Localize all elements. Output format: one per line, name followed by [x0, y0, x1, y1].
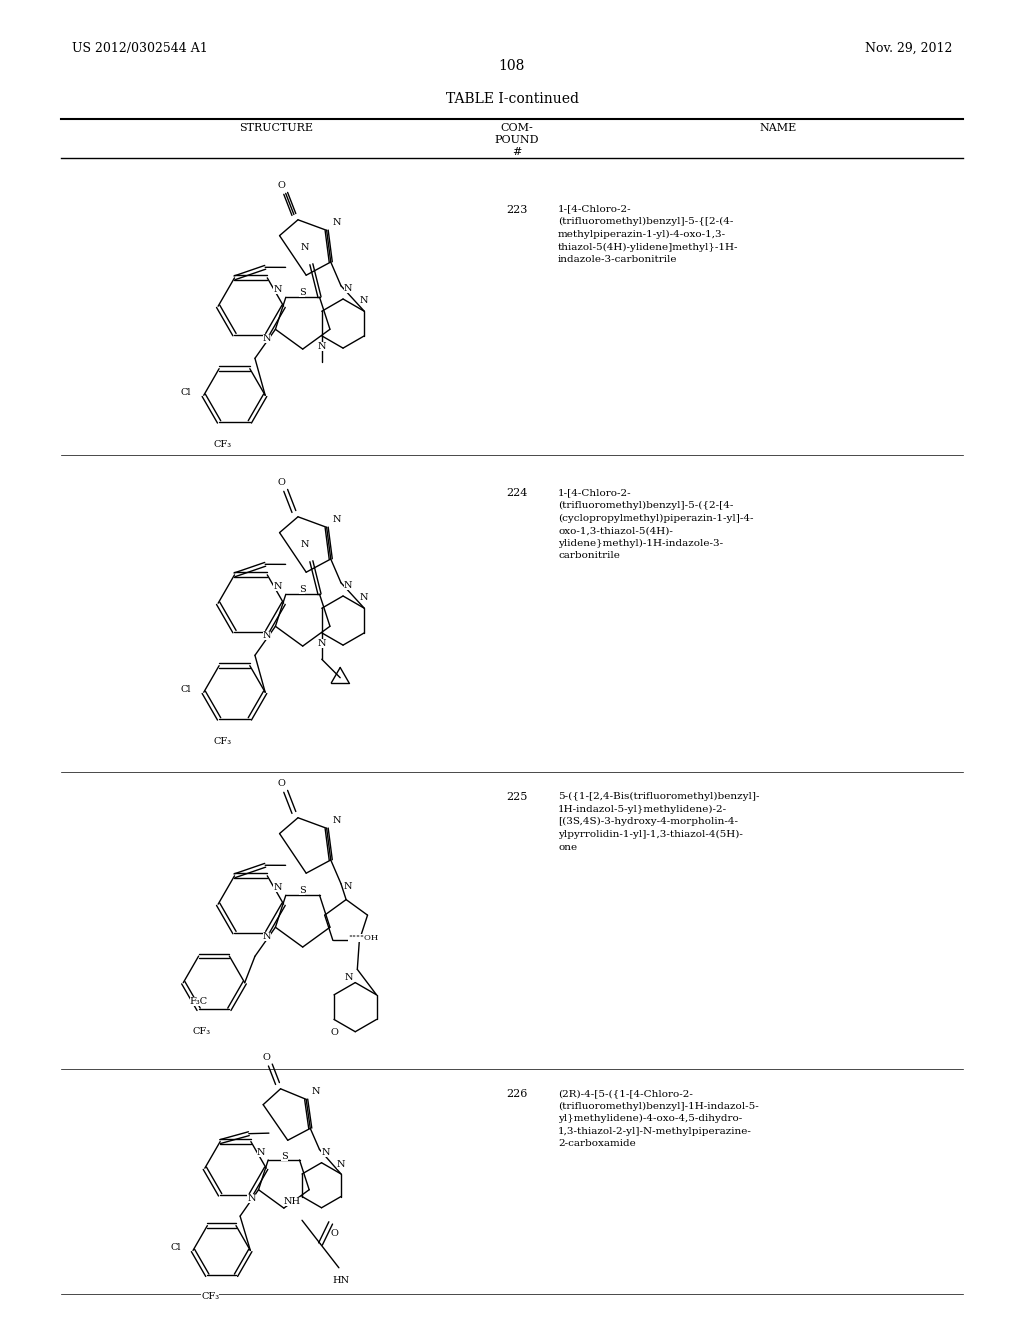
Text: 226: 226 [507, 1089, 527, 1100]
Text: NH: NH [284, 1197, 300, 1206]
Text: 224: 224 [507, 488, 527, 499]
Text: N: N [344, 581, 352, 590]
Text: US 2012/0302544 A1: US 2012/0302544 A1 [72, 42, 208, 55]
Text: O: O [331, 1229, 339, 1238]
Text: O: O [278, 478, 286, 487]
Text: N: N [263, 631, 271, 640]
Text: HN: HN [333, 1276, 349, 1286]
Text: 225: 225 [507, 792, 527, 803]
Text: (2R)-4-[5-({1-[4-Chloro-2-
(trifluoromethyl)benzyl]-1H-indazol-5-
yl}methylidene: (2R)-4-[5-({1-[4-Chloro-2- (trifluoromet… [558, 1089, 759, 1148]
Text: N: N [322, 1147, 330, 1156]
Text: Nov. 29, 2012: Nov. 29, 2012 [865, 42, 952, 55]
Text: N: N [247, 1195, 256, 1204]
Text: O: O [278, 779, 286, 788]
Text: #: # [512, 147, 522, 157]
Text: N: N [333, 816, 341, 825]
Text: 5-({1-[2,4-Bis(trifluoromethyl)benzyl]-
1H-indazol-5-yl}methylidene)-2-
[(3S,4S): 5-({1-[2,4-Bis(trifluoromethyl)benzyl]- … [558, 792, 760, 851]
Text: CF₃: CF₃ [193, 1027, 211, 1036]
Text: O: O [330, 1028, 338, 1038]
Text: N: N [360, 593, 369, 602]
Text: CF₃: CF₃ [213, 737, 231, 746]
Text: N: N [344, 284, 352, 293]
Text: S: S [299, 288, 305, 297]
Text: NAME: NAME [760, 123, 797, 133]
Text: N: N [317, 639, 326, 648]
Text: F₃C: F₃C [189, 997, 208, 1006]
Text: 1-[4-Chloro-2-
(trifluoromethyl)benzyl]-5-{[2-(4-
methylpiperazin-1-yl)-4-oxo-1,: 1-[4-Chloro-2- (trifluoromethyl)benzyl]-… [558, 205, 738, 264]
Text: POUND: POUND [495, 135, 540, 145]
Text: N: N [317, 342, 326, 351]
Text: N: N [345, 973, 353, 982]
Text: N: N [333, 515, 341, 524]
Text: CF₃: CF₃ [213, 440, 231, 449]
Text: """"OH: """"OH [348, 933, 379, 941]
Text: N: N [333, 218, 341, 227]
Text: N: N [273, 883, 282, 892]
Text: S: S [299, 886, 305, 895]
Text: Cl: Cl [180, 388, 190, 397]
Text: N: N [360, 296, 369, 305]
Text: N: N [257, 1147, 265, 1156]
Text: N: N [273, 582, 282, 591]
Text: Cl: Cl [180, 685, 190, 694]
Text: O: O [278, 181, 286, 190]
Text: N: N [311, 1086, 319, 1096]
Text: 108: 108 [499, 59, 525, 74]
Text: N: N [344, 882, 352, 891]
Text: COM-: COM- [501, 123, 534, 133]
Text: S: S [282, 1151, 288, 1160]
Text: 223: 223 [507, 205, 527, 215]
Text: 1-[4-Chloro-2-
(trifluoromethyl)benzyl]-5-({2-[4-
(cyclopropylmethyl)piperazin-1: 1-[4-Chloro-2- (trifluoromethyl)benzyl]-… [558, 488, 754, 561]
Text: TABLE I-continued: TABLE I-continued [445, 92, 579, 107]
Text: O: O [262, 1052, 270, 1061]
Text: N: N [263, 334, 271, 343]
Text: S: S [299, 585, 305, 594]
Text: N: N [263, 932, 271, 941]
Text: N: N [301, 243, 309, 252]
Text: STRUCTURE: STRUCTURE [240, 123, 313, 133]
Text: CF₃: CF₃ [202, 1292, 219, 1302]
Text: N: N [273, 285, 282, 294]
Text: Cl: Cl [170, 1243, 181, 1253]
Text: N: N [337, 1160, 345, 1170]
Text: N: N [301, 540, 309, 549]
